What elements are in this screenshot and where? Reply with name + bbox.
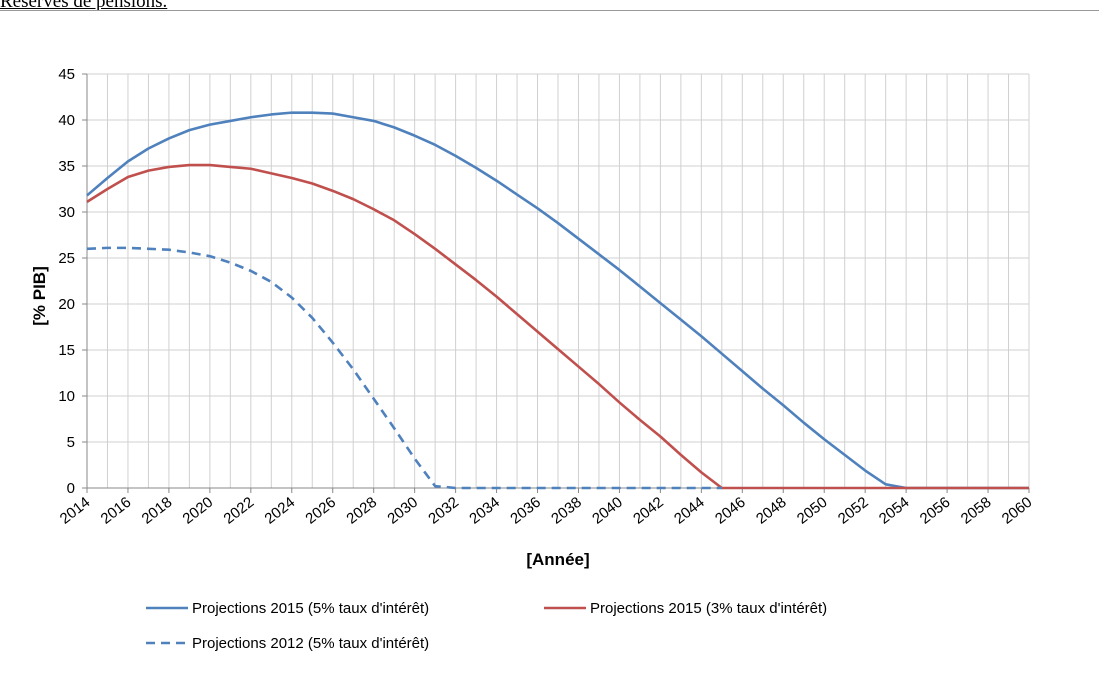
x-tick-label: 2034 xyxy=(466,494,503,528)
series-line-2 xyxy=(86,163,1029,490)
y-tick-label: 0 xyxy=(67,480,75,497)
legend-label: Projections 2015 (5% taux d'intérêt) xyxy=(192,600,429,617)
x-tick-label: 2044 xyxy=(671,494,708,528)
x-tick-label: 2026 xyxy=(302,494,339,528)
chart-series xyxy=(86,111,1029,490)
y-tick-label: 25 xyxy=(58,250,75,267)
x-tick-label: 2040 xyxy=(589,494,626,528)
x-tick-label: 2048 xyxy=(753,494,790,528)
y-tick-label: 10 xyxy=(58,388,75,405)
x-tick-label: 2028 xyxy=(343,494,380,528)
x-tick-label: 2018 xyxy=(139,494,176,528)
y-tick-label: 45 xyxy=(58,66,75,83)
legend-item-3: Projections 2012 (5% taux d'intérêt) xyxy=(146,635,429,652)
x-tick-label: 2022 xyxy=(221,494,258,528)
series-line-3 xyxy=(86,246,722,490)
x-tick-label: 2024 xyxy=(261,494,298,528)
y-tick-label: 15 xyxy=(58,342,75,359)
top-divider xyxy=(0,10,1099,11)
legend-item-2: Projections 2015 (3% taux d'intérêt) xyxy=(544,600,827,617)
x-tick-label: 2058 xyxy=(958,494,995,528)
legend-item-1: Projections 2015 (5% taux d'intérêt) xyxy=(146,600,429,617)
x-tick-label: 2030 xyxy=(384,494,421,528)
x-tick-label: 2042 xyxy=(630,494,667,528)
chart-axes xyxy=(82,73,1030,493)
x-axis-title: [Année] xyxy=(526,550,589,569)
x-tick-label: 2056 xyxy=(917,494,954,528)
y-tick-label: 5 xyxy=(67,434,75,451)
x-tick-label: 2054 xyxy=(876,494,913,528)
x-tick-label: 2038 xyxy=(548,494,585,528)
chart-legend: Projections 2015 (5% taux d'intérêt) Proj… xyxy=(146,600,827,652)
chart-gridlines xyxy=(86,73,1030,489)
x-tick-label: 2032 xyxy=(425,494,462,528)
y-tick-label: 20 xyxy=(58,296,75,313)
x-tick-label: 2046 xyxy=(712,494,749,528)
x-tick-label: 2016 xyxy=(98,494,135,528)
x-tick-label: 2014 xyxy=(57,494,94,528)
legend-label: Projections 2015 (3% taux d'intérêt) xyxy=(590,600,827,617)
x-tick-label: 2036 xyxy=(507,494,544,528)
series-line-1 xyxy=(86,111,1029,490)
top-note: Réserves de pensions. xyxy=(0,0,168,12)
y-tick-label: 35 xyxy=(58,158,75,175)
x-tick-label: 2050 xyxy=(794,494,831,528)
y-tick-label: 30 xyxy=(58,204,75,221)
x-tick-label: 2020 xyxy=(180,494,217,528)
legend-label: Projections 2012 (5% taux d'intérêt) xyxy=(192,635,429,652)
x-tick-label: 2052 xyxy=(835,494,872,528)
x-tick-label: 2060 xyxy=(999,494,1036,528)
y-tick-label: 40 xyxy=(58,112,75,129)
y-axis-title: [% PIB] xyxy=(30,266,49,326)
